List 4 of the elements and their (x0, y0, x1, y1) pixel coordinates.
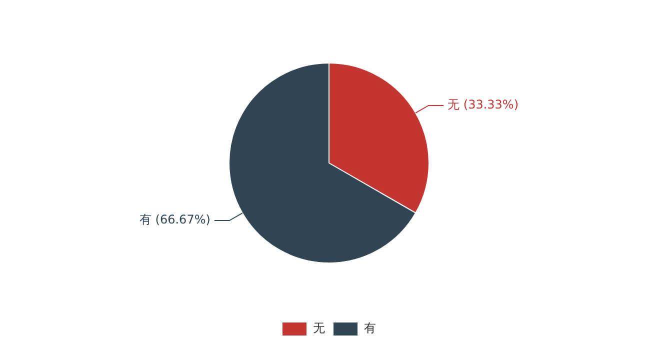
legend-label: 有 (364, 321, 376, 336)
legend-label: 无 (313, 321, 325, 336)
data-label: 无 (33.33%) (448, 98, 519, 112)
data-label: 有 (66.67%) (139, 212, 210, 227)
